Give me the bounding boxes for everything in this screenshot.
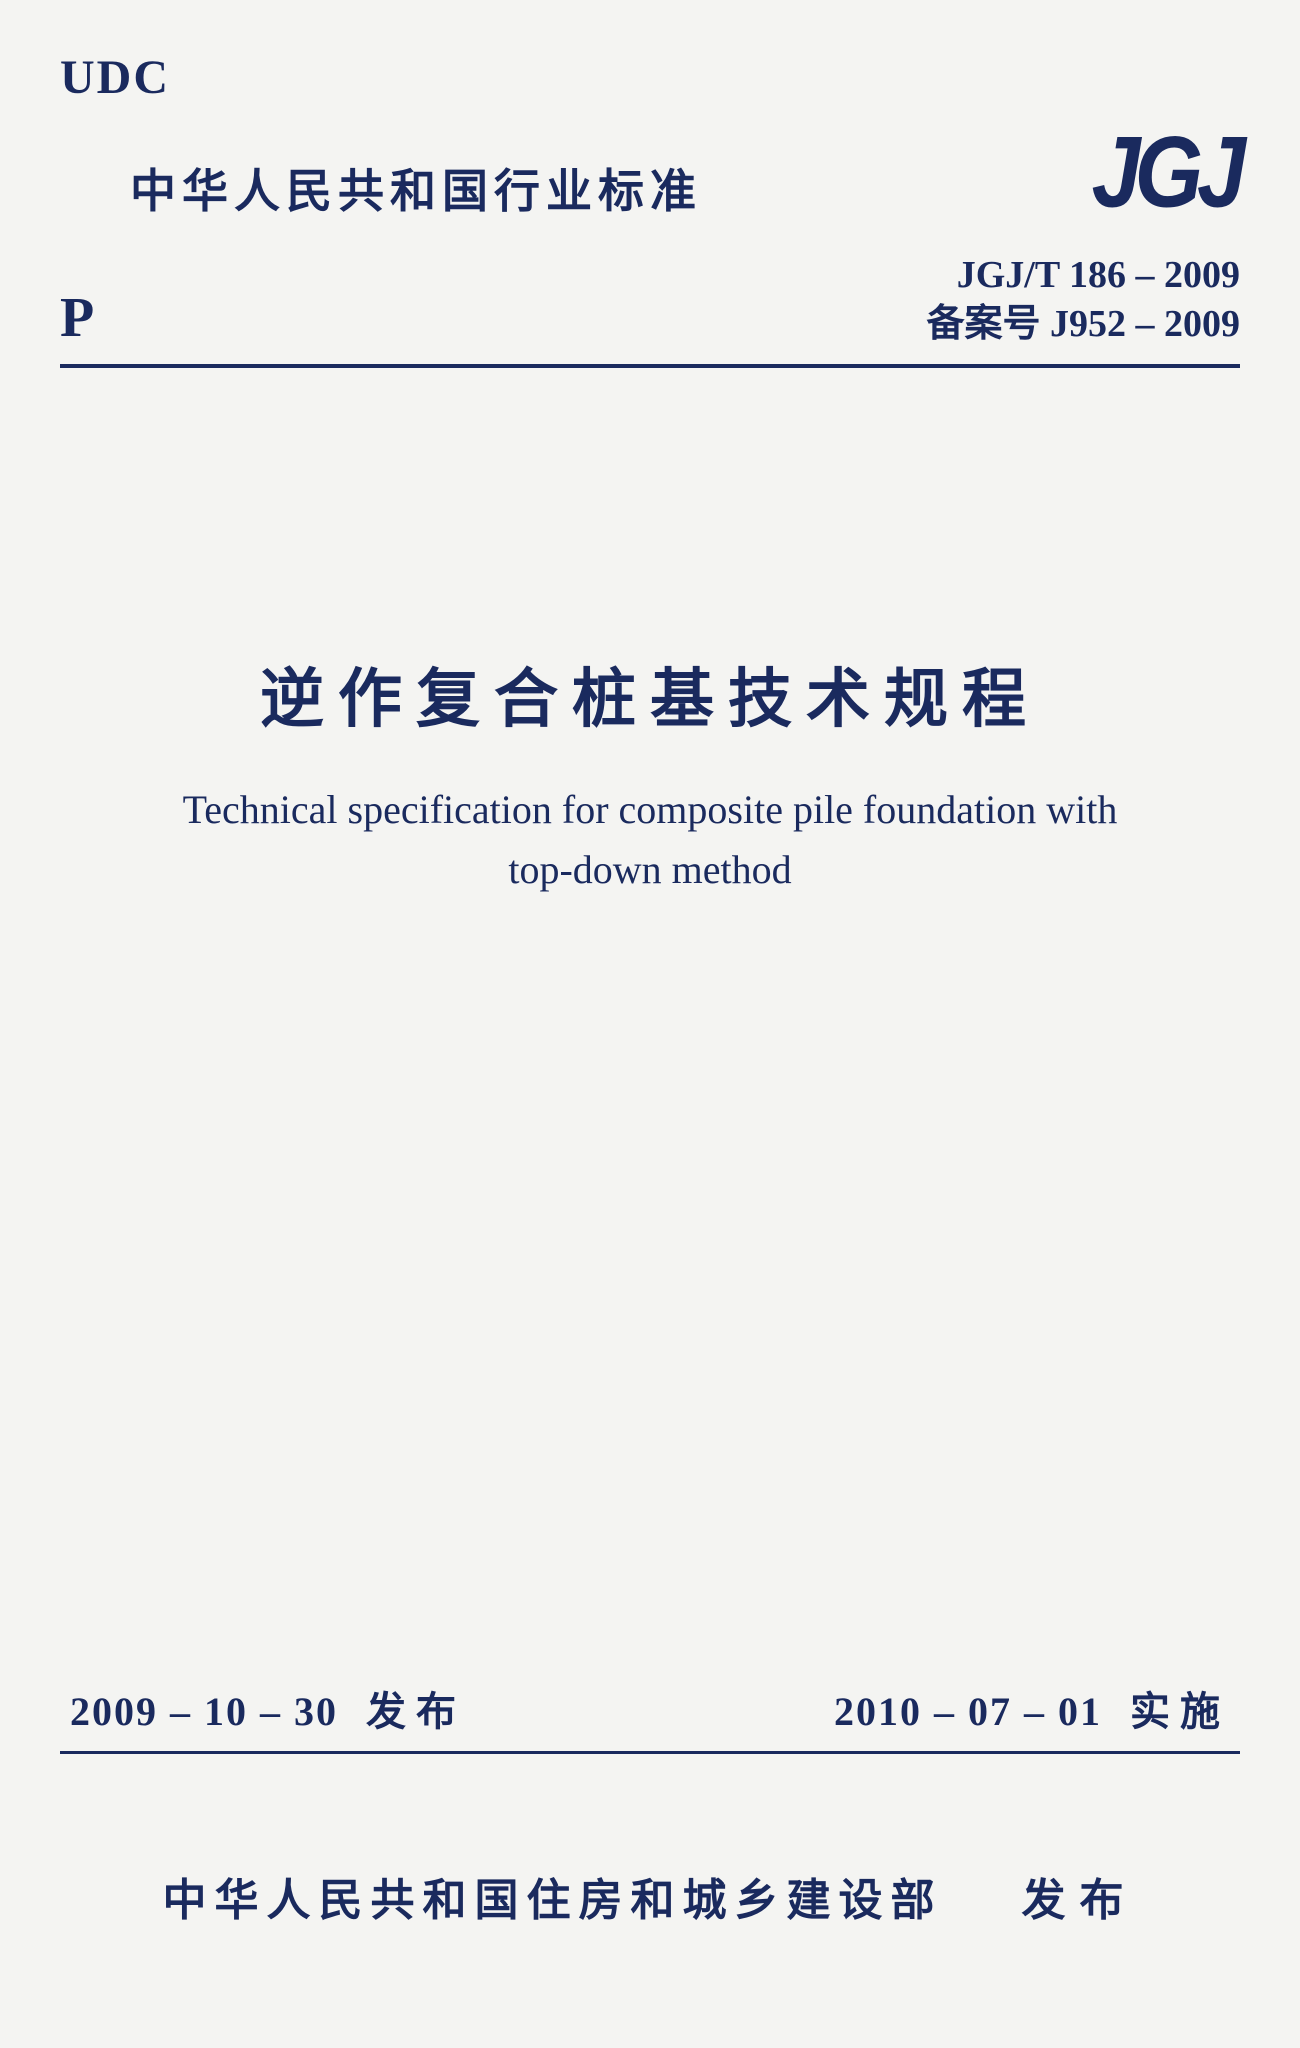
jgj-logo: JGJ [1092,129,1240,215]
code-filing-number: J952 – 2009 [1050,303,1240,345]
code-filing-prefix: 备案号 [926,303,1050,345]
logo-box: JGJ [1092,135,1240,210]
standard-label-cn: 中华人民共和国行业标准 [130,155,702,221]
bottom-rule [60,1751,1240,1754]
udc-label: UDC [60,50,1240,105]
standard-codes: JGJ/T 186 – 2009 备案号 J952 – 2009 [926,251,1240,350]
title-en-line2: top-down method [508,847,791,892]
title-en-line1: Technical specification for composite pi… [183,787,1118,832]
code-primary-number: 186 – 2009 [1069,254,1240,296]
issuer-action: 发布 [1022,1876,1138,1925]
cover-page: UDC 中华人民共和国行业标准 JGJ P JGJ/T 186 – 2009 备… [0,0,1300,2048]
title-cn: 逆作复合桩基技术规程 [60,648,1240,740]
header-row: 中华人民共和国行业标准 JGJ [60,135,1240,221]
title-block: 逆作复合桩基技术规程 Technical specification for c… [60,648,1240,900]
dates-row: 2009 – 10 – 30 发布 2010 – 07 – 01 实施 [60,1679,1240,1751]
effective-date: 2010 – 07 – 01 [834,1689,1102,1734]
issue-date-block: 2009 – 10 – 30 发布 [70,1679,466,1737]
effective-date-block: 2010 – 07 – 01 实施 [834,1679,1230,1737]
effective-label: 实施 [1130,1689,1230,1734]
code-primary-prefix: JGJ/T [957,254,1069,296]
issue-date: 2009 – 10 – 30 [70,1689,338,1734]
top-rule [60,364,1240,368]
title-en: Technical specification for composite pi… [60,780,1240,900]
issuer-row: 中华人民共和国住房和城乡建设部 发布 [60,1864,1240,1928]
p-label: P [60,286,94,350]
issuer-org: 中华人民共和国住房和城乡建设部 [163,1876,943,1925]
issue-label: 发布 [366,1689,466,1734]
